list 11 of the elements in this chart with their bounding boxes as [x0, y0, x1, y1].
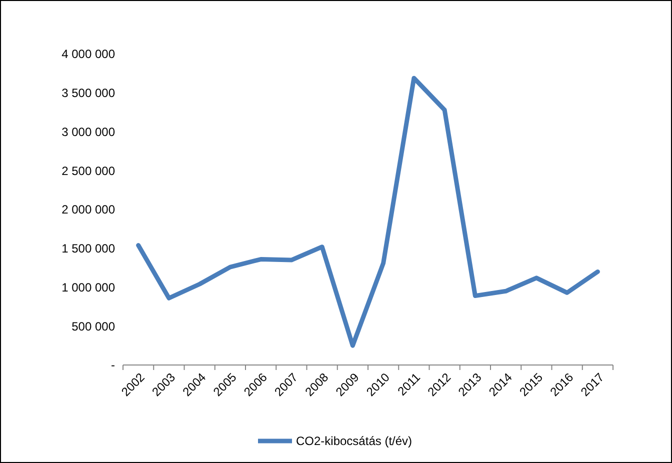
y-tick-label: 2 500 000: [62, 164, 116, 178]
line-series: [136, 76, 600, 348]
y-tick-label: 1 500 000: [62, 242, 116, 256]
y-tick-label: 3 500 000: [62, 86, 116, 100]
y-tick-label: 2 000 000: [62, 202, 116, 217]
y-tick-label: 4 000 000: [62, 47, 116, 62]
y-tick-label: 3 000 000: [62, 124, 116, 139]
legend-label: CO2-kibocsátás (t/év): [296, 434, 412, 448]
y-tick-label: 1 000 000: [62, 280, 116, 294]
y-tick-label: 500 000: [72, 319, 116, 334]
y-tick-label: -: [111, 358, 115, 372]
